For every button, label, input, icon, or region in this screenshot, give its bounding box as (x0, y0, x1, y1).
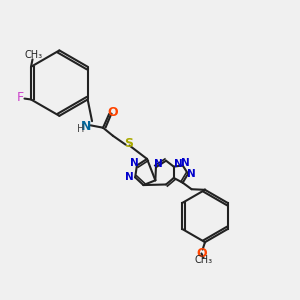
Text: N: N (187, 169, 196, 179)
Text: O: O (107, 106, 118, 119)
Text: S: S (124, 137, 133, 150)
Text: H: H (77, 124, 85, 134)
Text: CH₃: CH₃ (194, 255, 213, 265)
Text: N: N (81, 120, 91, 133)
Text: N: N (130, 158, 138, 168)
Text: O: O (196, 247, 207, 260)
Text: N: N (125, 172, 134, 182)
Text: F: F (17, 92, 24, 104)
Text: N: N (181, 158, 190, 168)
Text: N: N (154, 159, 163, 169)
Text: CH₃: CH₃ (25, 50, 43, 60)
Text: N: N (174, 159, 183, 169)
